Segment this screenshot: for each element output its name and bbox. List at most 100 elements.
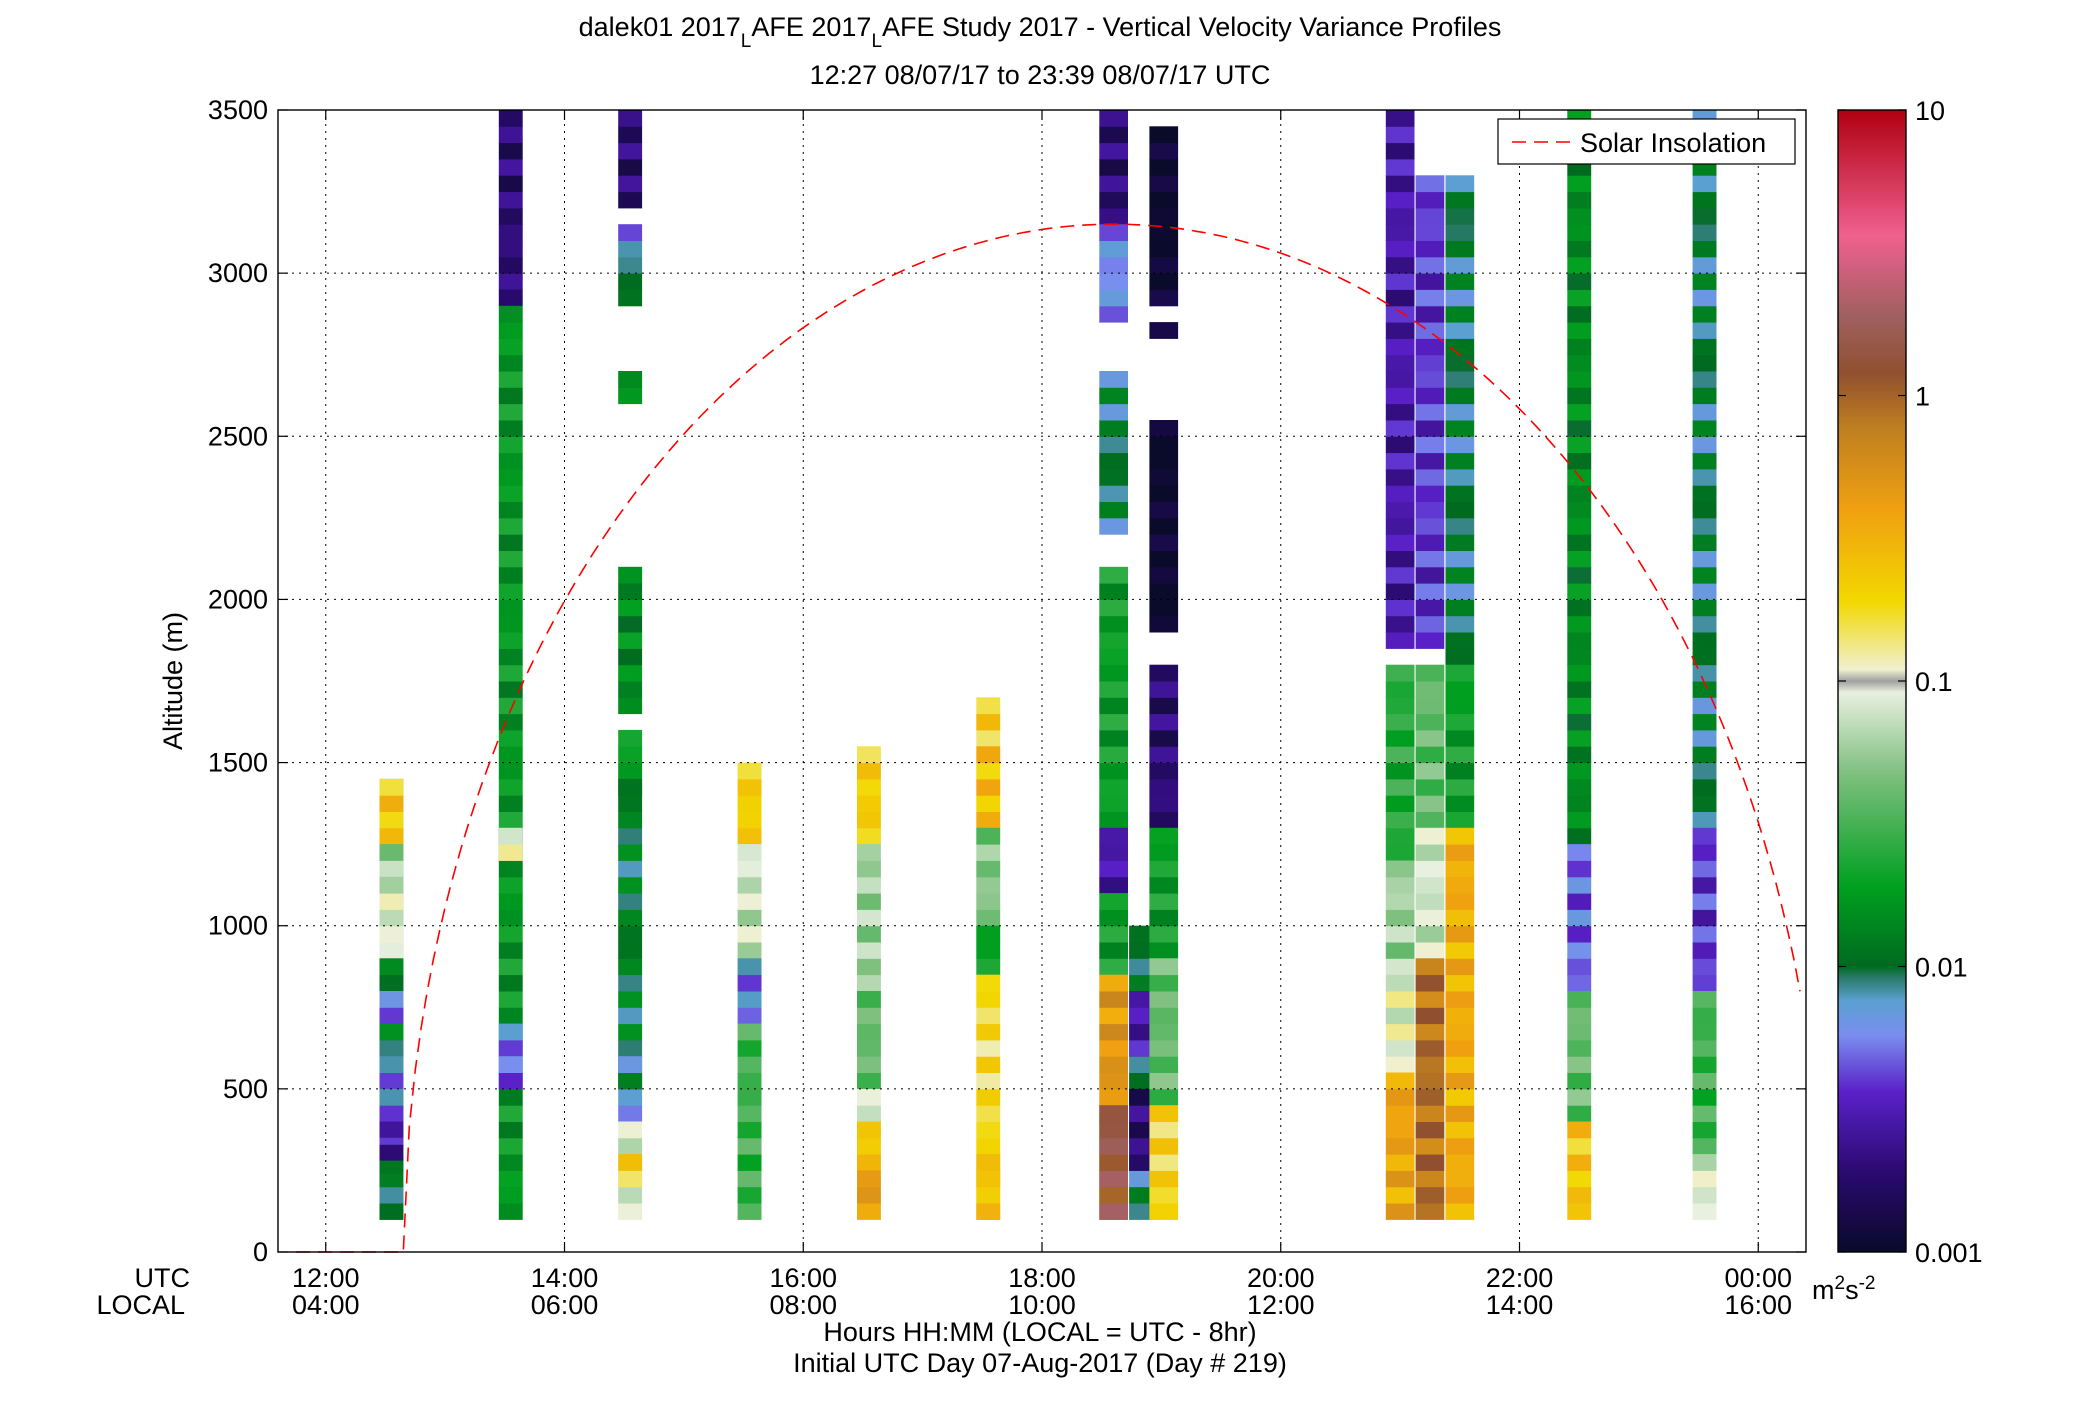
- heatmap-cell: [1099, 1121, 1128, 1139]
- heatmap-cell: [1415, 746, 1445, 764]
- heatmap-cell: [737, 860, 762, 878]
- heatmap-cell: [1445, 517, 1475, 535]
- heatmap-cell: [1445, 273, 1475, 290]
- heatmap-cell: [1385, 420, 1415, 437]
- heatmap-cell: [1445, 468, 1475, 486]
- heatmap-cell: [618, 958, 643, 976]
- heatmap-cell: [379, 1105, 404, 1122]
- heatmap-cell: [1445, 1170, 1475, 1188]
- heatmap-cell: [498, 354, 523, 372]
- heatmap-cell: [1445, 681, 1475, 698]
- heatmap-cell: [1385, 974, 1415, 992]
- heatmap-cell: [1567, 387, 1592, 405]
- heatmap-cell: [498, 240, 523, 258]
- heatmap-cell: [1692, 615, 1717, 633]
- heatmap-cell: [1567, 534, 1592, 551]
- heatmap-cell: [1149, 224, 1179, 241]
- heatmap-cell: [1099, 860, 1128, 878]
- heatmap-cell: [1415, 534, 1445, 551]
- heatmap-cell: [1415, 452, 1445, 470]
- heatmap-cell: [1099, 256, 1128, 274]
- heatmap-cell: [1385, 191, 1415, 209]
- heatmap-cell: [498, 126, 523, 144]
- heatmap-cell: [618, 844, 643, 861]
- heatmap-cell: [1415, 501, 1445, 519]
- heatmap-cell: [1415, 681, 1445, 698]
- heatmap-cell: [1445, 501, 1475, 519]
- heatmap-cell: [1149, 925, 1179, 943]
- heatmap-cell: [498, 811, 523, 829]
- heatmap-cell: [1445, 615, 1475, 633]
- colorbar: [1837, 109, 1907, 1253]
- heatmap-cell: [1149, 1056, 1179, 1073]
- heatmap-cell: [1692, 1088, 1717, 1106]
- heatmap-cell: [1415, 566, 1445, 584]
- heatmap-cell: [1692, 501, 1717, 519]
- heatmap-cell: [498, 1105, 523, 1122]
- heatmap-cell: [1445, 485, 1475, 502]
- chart-subtitle: 12:27 08/07/17 to 23:39 08/07/17 UTC: [810, 60, 1271, 90]
- heatmap-cell: [498, 697, 523, 715]
- heatmap-cell: [618, 1170, 643, 1188]
- heatmap-cell: [379, 1137, 404, 1145]
- colorbar-ticks: 0.001 0.01 0.1 1 10: [1838, 96, 1983, 1268]
- heatmap-cell: [1692, 256, 1717, 274]
- heatmap-cell: [379, 958, 404, 976]
- heatmap-cell: [1385, 224, 1415, 241]
- heatmap-cell: [1445, 827, 1475, 845]
- heatmap-cell: [498, 420, 523, 437]
- heatmap-cell: [1567, 224, 1592, 241]
- heatmap-cell: [618, 942, 643, 959]
- heatmap-cell: [379, 909, 404, 927]
- y-tick-label: 3000: [208, 258, 268, 288]
- heatmap-cell: [1385, 925, 1415, 943]
- heatmap-cell: [498, 778, 523, 796]
- heatmap-cell: [1099, 925, 1128, 943]
- heatmap-cell: [1692, 1105, 1717, 1122]
- heatmap-cell: [1385, 697, 1415, 715]
- x-tick-label-local: 12:00: [1247, 1290, 1315, 1320]
- heatmap-cell: [1415, 942, 1445, 959]
- heatmap-cell: [1445, 371, 1475, 388]
- heatmap-cell: [379, 1186, 404, 1204]
- heatmap-cell: [618, 746, 643, 764]
- heatmap-cell: [1099, 403, 1128, 421]
- heatmap-cell: [1099, 844, 1128, 861]
- heatmap-cell: [498, 729, 523, 747]
- heatmap-cell: [1415, 762, 1445, 780]
- heatmap-cell: [1385, 876, 1415, 894]
- heatmap-cell: [1415, 256, 1445, 274]
- heatmap-cell: [1567, 305, 1592, 323]
- heatmap-cell: [1692, 436, 1717, 454]
- heatmap-cell: [857, 844, 881, 861]
- colorbar-tick-label: 0.001: [1915, 1238, 1983, 1268]
- heatmap-cell: [498, 322, 523, 339]
- heatmap-cell: [1445, 1121, 1475, 1139]
- heatmap-cell: [1445, 974, 1475, 992]
- heatmap-cell: [1385, 664, 1415, 682]
- heatmap-cell: [1567, 322, 1592, 339]
- heatmap-cell: [1149, 142, 1179, 160]
- heatmap-cell: [1445, 811, 1475, 829]
- heatmap-cell: [1099, 142, 1128, 160]
- heatmap-cell: [1692, 746, 1717, 764]
- chart-title: dalek01 2017LAFE 2017LAFE Study 2017 - V…: [579, 12, 1502, 52]
- x-tick-label-utc: 00:00: [1724, 1263, 1792, 1293]
- heatmap-cell: [1415, 827, 1445, 845]
- heatmap-cell: [1415, 1186, 1445, 1204]
- heatmap-cell: [1692, 925, 1717, 943]
- heatmap-cell: [498, 517, 523, 535]
- heatmap-cell: [1099, 452, 1128, 470]
- heatmap-cell: [1445, 338, 1475, 356]
- heatmap-cell: [1567, 664, 1592, 682]
- heatmap-cell: [618, 632, 643, 649]
- heatmap-cell: [1149, 795, 1179, 812]
- heatmap-cell: [618, 240, 643, 258]
- heatmap-cell: [498, 1186, 523, 1204]
- heatmap-cell: [1415, 207, 1445, 225]
- heatmap-cell: [1385, 1203, 1415, 1220]
- heatmap-cell: [1567, 958, 1592, 976]
- legend: Solar Insolation: [1497, 118, 1796, 165]
- heatmap-cell: [1099, 485, 1128, 502]
- heatmap-cell: [1149, 827, 1179, 845]
